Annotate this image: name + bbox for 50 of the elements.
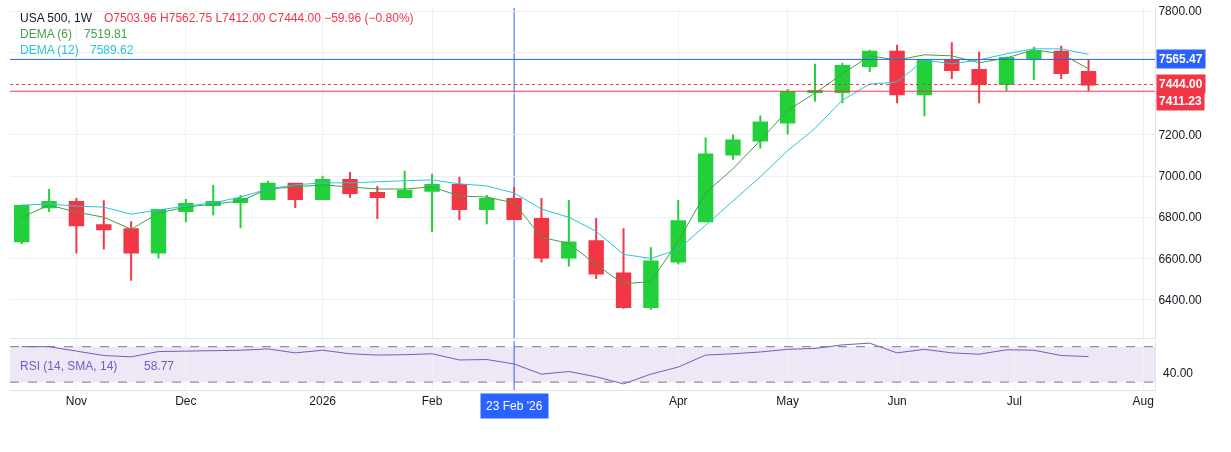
y-tick-label: 6400.00 [1158, 292, 1203, 307]
y-tick-label: 7000.00 [1158, 169, 1203, 184]
candlestick [670, 198, 686, 266]
candlestick [396, 169, 413, 199]
x-tick-label: Nov [65, 394, 88, 409]
candlestick [451, 175, 468, 222]
x-tick-label: Aug [1132, 394, 1154, 409]
x-tick-label: Jun [887, 394, 907, 409]
candlestick [615, 227, 632, 310]
text: DEMA (12) [20, 43, 79, 57]
candlestick [1026, 45, 1042, 81]
candlestick [479, 193, 495, 226]
y-tick-label: 6600.00 [1158, 251, 1203, 266]
annotation: 7589.62 [90, 43, 134, 57]
text: DEMA (6) [20, 27, 73, 41]
candlestick [752, 114, 769, 150]
candlestick [123, 220, 139, 282]
chart-title: USA 500, 1W [20, 11, 93, 25]
ref-line-label: 7411.23 [1159, 94, 1203, 108]
series-label: RSI (14, SMA, 14) [20, 359, 118, 373]
x-tick-label: May [776, 394, 799, 409]
ref-line-label: 23 Feb '26 [486, 399, 543, 413]
candlestick [779, 88, 796, 136]
candlestick [643, 246, 659, 311]
ref-line-label: 7444.00 [1159, 77, 1203, 91]
ref-line-label: 7565.47 [1159, 52, 1203, 66]
candlestick [14, 203, 30, 246]
candlestick [68, 197, 85, 255]
x-tick-label: Jul [1006, 394, 1022, 409]
candlestick [561, 198, 577, 268]
candlestick [506, 185, 522, 222]
candlestick [369, 184, 386, 221]
annotation: 7519.81 [84, 27, 128, 41]
y-tick-label: 7200.00 [1158, 127, 1203, 142]
x-tick-label: Apr [668, 394, 688, 409]
x-tick-label: Feb [421, 394, 443, 409]
annotation: 58.77 [144, 359, 175, 373]
chart-subtitle: O7503.96 H7562.75 L7412.00 C7444.00 −59.96 (−0.80%) [104, 11, 414, 25]
candlestick [588, 217, 604, 281]
candlestick [533, 197, 550, 264]
candlestick [725, 133, 741, 161]
y-tick-label: 7800.00 [1158, 4, 1203, 19]
candlestick [697, 136, 714, 224]
candlestick [96, 199, 112, 251]
candlestick [424, 172, 440, 234]
x-tick-label: Dec [175, 394, 197, 409]
candlestick [150, 208, 167, 260]
text: 40.00 [1163, 366, 1194, 380]
x-tick-label: 2026 [309, 394, 337, 409]
y-tick-label: 6800.00 [1158, 210, 1203, 225]
